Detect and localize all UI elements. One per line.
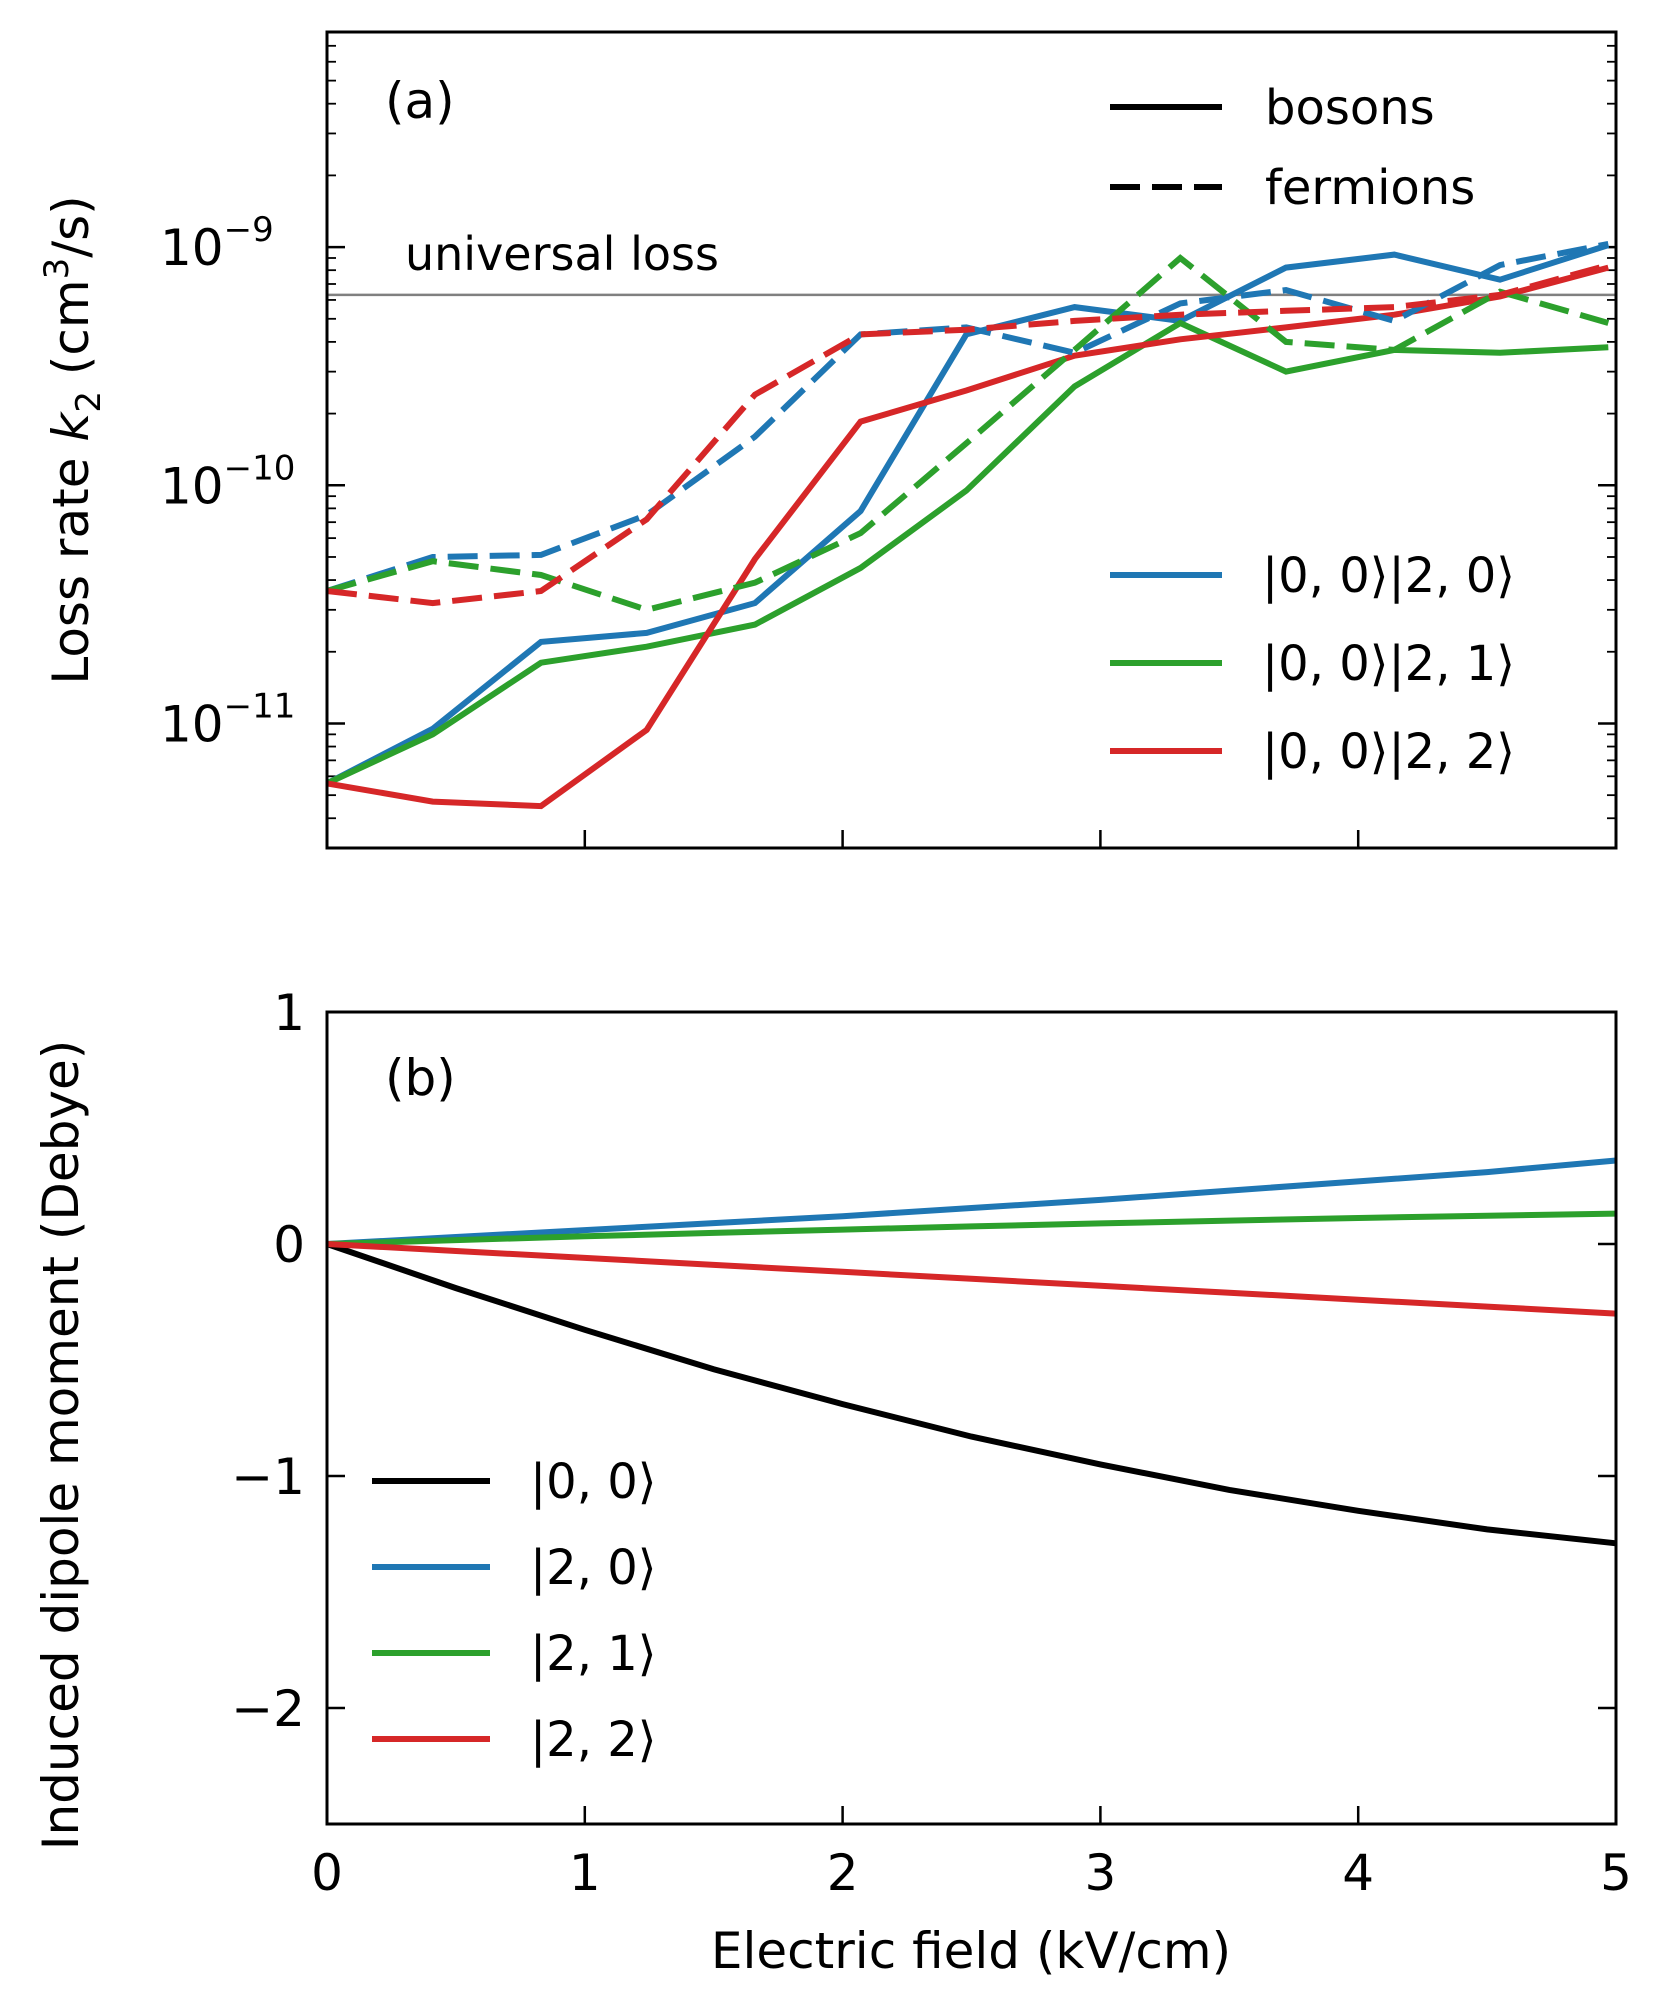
panel-b: 0 1 2 3 4 5 1 0 −1 −2 (b) |0, 0⟩ |2, 0⟩ |2, 1⟩ |2… (32, 984, 1632, 1980)
panel-b-ytick-label: −2 (231, 1680, 305, 1738)
panel-b-frame (325, 1010, 1618, 1826)
legend-22-label: |2, 2⟩ (530, 1712, 657, 1768)
panel-a-series (325, 241, 1610, 810)
legend-00-22-label: |0, 0⟩|2, 2⟩ (1262, 724, 1515, 780)
legend-bosons-label: bosons (1265, 80, 1435, 136)
panel-b-ytick-label: −1 (231, 1448, 305, 1506)
panel-b-xtick-label: 2 (827, 1844, 859, 1902)
panel-b-xtick-label: 5 (1600, 1844, 1632, 1902)
panel-b-xtick-label: 4 (1342, 1844, 1374, 1902)
panel-b-ylabel: Induced dipole moment (Debye) (32, 1040, 90, 1851)
panel-b-xtick-label: 0 (311, 1844, 343, 1902)
panel-a-series-0-0-2-1-fermions (326, 254, 1610, 613)
panel-b-series-0-0 (326, 1241, 1617, 1547)
panel-b-ytick-label: 1 (273, 984, 305, 1042)
panel-b-xtick-label: 3 (1084, 1844, 1116, 1902)
style-legend: bosons fermions (1110, 80, 1475, 216)
xlabel: Electric field (kV/cm) (711, 1922, 1231, 1980)
panel-b-series-2-1 (326, 1210, 1617, 1247)
panel-a-ytick-labels: 10−9 10−10 10−11 (160, 210, 295, 753)
legend-fermions-label: fermions (1265, 160, 1475, 216)
panel-a-series-0-0-2-2-fermions (326, 262, 1610, 607)
panel-a-series-0-0-2-0-bosons (325, 242, 1610, 787)
legend-00-label: |0, 0⟩ (530, 1454, 657, 1510)
panel-b-series-2-2 (326, 1241, 1617, 1317)
panel-a-ylabel: Loss rate k2 (cm3/s) (37, 195, 109, 684)
panel-a: 10−9 10−10 10−11 universal loss (a) bosons… (37, 30, 1618, 850)
panel-a-label: (a) (385, 72, 455, 130)
legend-20-label: |2, 0⟩ (530, 1540, 657, 1596)
panel-b-legend: |0, 0⟩ |2, 0⟩ |2, 1⟩ |2, 2⟩ (372, 1454, 657, 1768)
legend-00-21-label: |0, 0⟩|2, 1⟩ (1262, 636, 1515, 692)
panel-b-label: (b) (385, 1049, 456, 1107)
panel-b-tick-labels: 0 1 2 3 4 5 1 0 −1 −2 (231, 984, 1632, 1902)
legend-21-label: |2, 1⟩ (530, 1626, 657, 1682)
panel-b-series (326, 1157, 1617, 1547)
panel-b-xtick-label: 1 (569, 1844, 601, 1902)
color-legend: |0, 0⟩|2, 0⟩ |0, 0⟩|2, 1⟩ |0, 0⟩|2, 2⟩ (1110, 548, 1515, 780)
panel-b-ticks (325, 1010, 1618, 1824)
universal-loss-label: universal loss (405, 227, 719, 281)
panel-a-series-0-0-2-2-bosons (326, 264, 1610, 810)
panel-b-ytick-label: 0 (273, 1216, 305, 1274)
panel-b-series-2-0 (326, 1157, 1617, 1247)
panel-a-ytick-label: 10−10 (160, 448, 295, 515)
panel-a-frame (325, 30, 1618, 850)
legend-00-20-label: |0, 0⟩|2, 0⟩ (1262, 548, 1515, 604)
panel-a-ytick-label: 10−9 (160, 210, 274, 277)
panel-a-ytick-label: 10−11 (160, 686, 295, 753)
